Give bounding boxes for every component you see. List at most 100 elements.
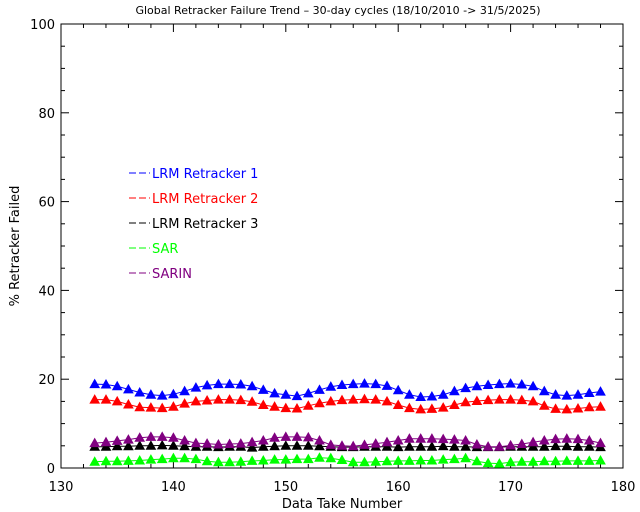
data-point	[168, 452, 179, 463]
data-point	[494, 441, 505, 451]
data-point	[134, 432, 146, 442]
data-point	[111, 380, 123, 391]
data-point	[336, 440, 348, 450]
data-point	[291, 431, 303, 441]
data-point	[561, 390, 573, 400]
data-point	[550, 433, 561, 444]
data-point	[595, 437, 606, 448]
data-point	[370, 394, 382, 404]
data-point	[145, 389, 157, 399]
data-point	[516, 394, 528, 405]
data-point	[449, 441, 460, 451]
data-point	[111, 435, 123, 445]
data-point	[426, 390, 438, 401]
data-point	[111, 455, 123, 466]
data-point	[583, 434, 595, 445]
data-point	[280, 440, 292, 450]
data-point	[325, 439, 337, 449]
data-point	[168, 440, 179, 450]
data-point	[314, 452, 325, 462]
data-point	[235, 394, 247, 405]
legend: LRM Retracker 1 LRM Retracker 2 LRM Retrac…	[129, 167, 258, 282]
data-point	[280, 402, 292, 413]
data-point	[100, 455, 112, 466]
data-point	[325, 395, 337, 406]
data-point	[381, 436, 393, 447]
data-point	[179, 440, 190, 451]
data-point	[325, 452, 337, 463]
y-tick-label: 80	[38, 107, 55, 122]
data-point	[123, 440, 134, 451]
data-point	[269, 432, 280, 442]
data-point	[280, 454, 292, 464]
data-point	[494, 394, 505, 404]
data-point	[561, 433, 573, 443]
data-point	[257, 454, 269, 465]
data-point	[201, 455, 213, 466]
data-point	[156, 439, 168, 450]
data-point	[415, 391, 427, 401]
data-point	[381, 395, 393, 406]
series-5	[89, 431, 606, 451]
data-point	[134, 454, 146, 465]
data-point	[257, 384, 269, 394]
data-point	[449, 434, 460, 444]
data-point	[538, 455, 550, 466]
data-point	[89, 394, 101, 404]
legend-item: LRM Retracker 1	[129, 167, 258, 182]
data-point	[561, 403, 573, 414]
data-point	[527, 380, 539, 391]
legend-label: SARIN	[152, 267, 192, 282]
data-point	[482, 441, 494, 451]
data-point	[572, 455, 584, 465]
data-point	[426, 433, 438, 443]
data-point	[505, 378, 516, 388]
x-tick-label: 160	[386, 480, 411, 495]
data-point	[538, 400, 550, 410]
data-point	[89, 456, 101, 466]
data-point	[257, 399, 269, 409]
data-point	[415, 454, 427, 465]
data-point	[550, 403, 561, 413]
data-point	[145, 431, 157, 441]
y-axis: 0 20 40 60 80 100	[30, 18, 623, 477]
series-layer	[89, 378, 606, 468]
data-point	[449, 385, 460, 396]
series-line	[94, 436, 601, 448]
data-point	[168, 388, 179, 399]
y-tick-label: 20	[38, 373, 55, 388]
series-line	[94, 457, 601, 465]
data-point	[336, 394, 348, 405]
data-point	[269, 401, 280, 411]
data-point	[291, 402, 303, 413]
data-point	[347, 378, 359, 389]
y-tick-label: 60	[38, 196, 55, 211]
data-point	[213, 438, 224, 449]
data-point	[123, 398, 134, 409]
series-1	[89, 378, 606, 401]
data-point	[123, 434, 134, 444]
data-point	[404, 389, 415, 399]
legend-item: SARIN	[129, 267, 192, 282]
data-point	[156, 390, 168, 400]
data-point	[123, 383, 134, 394]
x-axis-label: Data Take Number	[282, 497, 403, 512]
data-point	[145, 402, 157, 412]
data-point	[111, 440, 123, 451]
data-point	[505, 394, 516, 404]
data-point	[460, 382, 471, 393]
data-point	[370, 438, 382, 448]
data-point	[89, 437, 101, 448]
data-point	[257, 434, 269, 445]
data-point	[156, 402, 168, 413]
data-point	[437, 433, 449, 444]
data-point	[550, 440, 561, 451]
data-point	[583, 441, 595, 451]
data-point	[347, 394, 359, 404]
data-point	[494, 378, 505, 389]
data-point	[561, 455, 573, 465]
data-point	[302, 400, 314, 410]
data-point	[471, 395, 483, 405]
data-point	[134, 440, 146, 450]
data-point	[314, 384, 325, 394]
